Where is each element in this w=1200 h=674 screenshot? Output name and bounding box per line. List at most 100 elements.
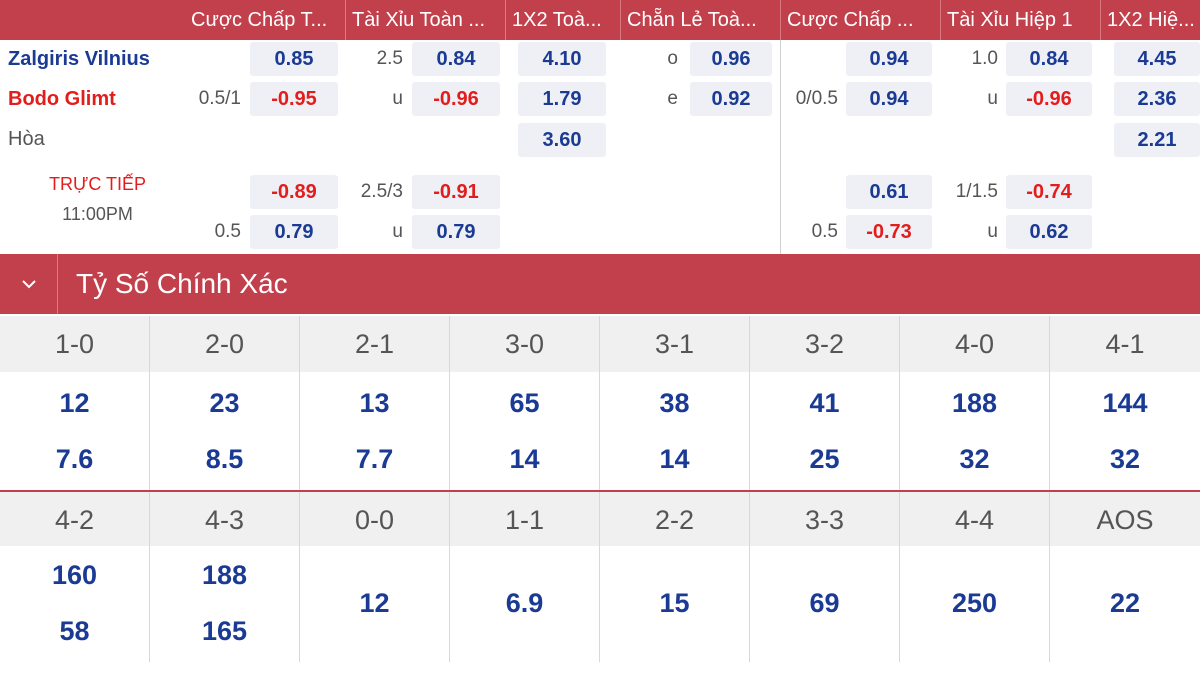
score-home-odds[interactable]: 23 [209,388,240,418]
score-cell: 160 58 [0,546,150,662]
alt-ft-handicap-line: 0.5 [214,221,241,242]
score-home-odds[interactable]: 188 [951,388,998,418]
score-label: AOS [1096,505,1154,535]
tab-ft-overunder[interactable]: Tài Xỉu Toàn ... [345,0,505,40]
score-odds[interactable]: 12 [359,588,390,618]
tab-ft-oddeven[interactable]: Chẵn Lẻ Toà... [620,0,780,40]
score-away-odds[interactable]: 7.6 [55,444,94,474]
ft-1x2-away-odds[interactable]: 1.79 [518,82,606,116]
h1-1x2-draw-odds[interactable]: 2.21 [1114,123,1200,157]
odd-label: o [667,48,678,69]
score-label: 4-4 [900,492,1050,548]
ft-odd-odds[interactable]: 0.96 [690,42,772,76]
alt-ft-handicap-home-odds[interactable]: -0.89 [250,175,338,209]
alt-h1-under-odds[interactable]: 0.62 [1006,215,1092,249]
match-odds-panel: Zalgiris Vilnius Bodo Glimt Hòa TRỰC TIẾ… [0,40,1200,254]
h1-handicap-away-odds[interactable]: 0.94 [846,82,932,116]
alt-ft-over-odds[interactable]: -0.91 [412,175,500,209]
alt-ft-under-label: u [392,221,403,242]
alt-h1-handicap-away-odds[interactable]: -0.73 [846,215,932,249]
score-home-odds[interactable]: 65 [509,388,540,418]
ft-over-odds[interactable]: 0.84 [412,42,500,76]
score-label: 4-3 [150,492,300,548]
score-odds[interactable]: 250 [951,588,998,618]
score-odds-row-1: 12 7.6 23 8.5 13 7.7 65 14 38 14 41 25 1… [0,372,1200,490]
ft-even-odds[interactable]: 0.92 [690,82,772,116]
score-cell: 12 [300,546,450,662]
even-label: e [667,88,678,109]
alt-h1-handicap-home-odds[interactable]: 0.61 [846,175,932,209]
tab-h1-1x2[interactable]: 1X2 Hiệ... [1100,0,1200,40]
score-label: 0-0 [300,492,450,548]
score-away-odds[interactable]: 58 [59,616,90,646]
h1-handicap-home-odds[interactable]: 0.94 [846,42,932,76]
score-cell: 250 [900,546,1050,662]
score-home-odds[interactable]: 160 [51,560,98,590]
h1-under-odds[interactable]: -0.96 [1006,82,1092,116]
score-home-odds[interactable]: 188 [201,560,248,590]
score-label: 2-1 [300,316,450,372]
score-away-odds[interactable]: 14 [659,444,690,474]
score-cell: 188 165 [150,546,300,662]
alt-ft-overunder-line: 2.5/3 [360,181,403,202]
score-away-odds[interactable]: 25 [809,444,840,474]
alt-ft-under-odds[interactable]: 0.79 [412,215,500,249]
section-toggle[interactable] [0,254,58,314]
tab-ft-handicap[interactable]: Cược Chấp T... [191,9,328,31]
score-cell: 69 [750,546,900,662]
alt-ft-handicap-away-odds[interactable]: 0.79 [250,215,338,249]
score-label: 4-0 [900,316,1050,372]
score-odds[interactable]: 6.9 [505,588,544,618]
ft-1x2-home-odds[interactable]: 4.10 [518,42,606,76]
score-cell: 23 8.5 [150,372,300,490]
alt-h1-overunder-line: 1/1.5 [955,181,998,202]
h1-handicap-line: 0/0.5 [795,88,838,109]
score-odds-row-2: 160 58 188 165 12 6.9 15 69 250 22 [0,546,1200,662]
score-away-odds[interactable]: 14 [509,444,540,474]
score-home-odds[interactable]: 12 [59,388,90,418]
ft-under-odds[interactable]: -0.96 [412,82,500,116]
score-home-odds[interactable]: 41 [809,388,840,418]
h1-1x2-away-odds[interactable]: 2.36 [1114,82,1200,116]
score-odds[interactable]: 15 [659,588,690,618]
score-cell: 13 7.7 [300,372,450,490]
score-home-odds[interactable]: 13 [359,388,390,418]
score-label: 4-2 [0,492,150,548]
ft-overunder-line: 2.5 [376,48,403,69]
score-away-odds[interactable]: 32 [1109,444,1141,474]
score-away-odds[interactable]: 165 [201,616,248,646]
score-away-odds[interactable]: 7.7 [355,444,394,474]
score-cell: 65 14 [450,372,600,490]
chevron-down-icon [21,280,36,289]
score-home-odds[interactable]: 38 [659,388,690,418]
alt-h1-handicap-line: 0.5 [811,221,838,242]
alt-h1-over-odds[interactable]: -0.74 [1006,175,1092,209]
ft-handicap-away-odds[interactable]: -0.95 [250,82,338,116]
score-label: 3-2 [750,316,900,372]
score-odds[interactable]: 69 [809,588,840,618]
market-header: Cược Chấp T... Tài Xỉu Toàn ... 1X2 Toà.… [0,0,1200,40]
tab-ft-1x2[interactable]: 1X2 Toà... [505,0,617,40]
draw-label: Hòa [8,128,45,150]
h1-1x2-home-odds[interactable]: 4.45 [1114,42,1200,76]
score-header-row-1: 1-0 2-0 2-1 3-0 3-1 3-2 4-0 4-1 [0,316,1200,372]
section-title: Tỷ Số Chính Xác [76,268,288,299]
home-team-name: Zalgiris Vilnius [8,48,150,70]
tab-h1-overunder[interactable]: Tài Xỉu Hiệp 1 [940,0,1100,40]
score-label: 2-0 [150,316,300,372]
score-away-odds[interactable]: 8.5 [205,444,244,474]
ft-1x2-draw-odds[interactable]: 3.60 [518,123,606,157]
score-label: 3-0 [450,316,600,372]
score-cell: 144 32 [1050,372,1200,490]
correct-score-header[interactable]: Tỷ Số Chính Xác [0,254,1200,314]
score-away-odds[interactable]: 32 [959,444,990,474]
ft-handicap-home-odds[interactable]: 0.85 [250,42,338,76]
score-label: 1-1 [450,492,600,548]
tab-h1-handicap[interactable]: Cược Chấp ... [780,0,940,40]
score-odds[interactable]: 22 [1109,588,1141,618]
score-cell: 15 [600,546,750,662]
score-label: 1-0 [0,316,150,372]
score-home-odds[interactable]: 144 [1102,388,1148,418]
score-cell: 41 25 [750,372,900,490]
h1-over-odds[interactable]: 0.84 [1006,42,1092,76]
